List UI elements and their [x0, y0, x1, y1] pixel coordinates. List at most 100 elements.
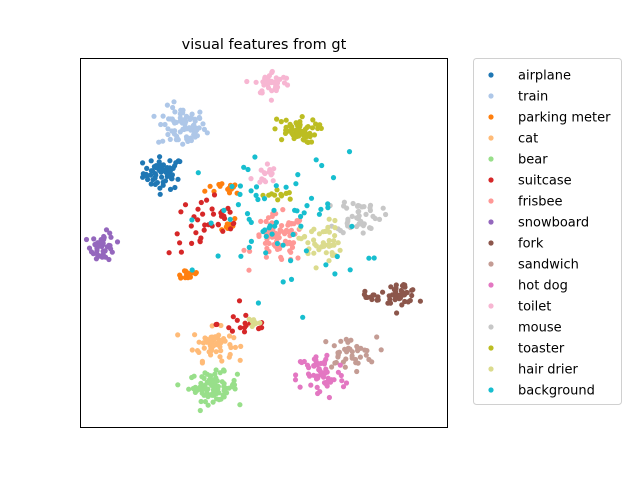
data-point	[192, 271, 198, 277]
data-point	[293, 181, 299, 187]
data-point	[332, 225, 338, 231]
data-point	[144, 165, 150, 171]
data-point	[106, 256, 112, 263]
data-point	[305, 240, 311, 246]
data-point	[274, 187, 280, 193]
data-point	[280, 279, 286, 285]
data-point	[367, 225, 373, 231]
data-point	[337, 247, 343, 253]
data-point	[202, 188, 208, 194]
data-point	[293, 372, 299, 378]
data-point	[291, 135, 297, 142]
data-point	[192, 118, 198, 124]
data-point	[323, 356, 329, 362]
legend-item: hot dog	[488, 279, 568, 294]
data-point	[169, 128, 175, 134]
data-point	[348, 337, 354, 343]
data-point	[108, 234, 114, 240]
data-point	[164, 102, 170, 108]
data-point	[380, 289, 386, 295]
data-point	[325, 375, 331, 381]
data-point	[323, 262, 329, 268]
legend: airplane train parking meter cat bear suitcas…	[488, 69, 611, 399]
data-point	[274, 240, 280, 247]
data-point	[316, 247, 322, 253]
data-point	[311, 132, 318, 138]
data-point	[356, 208, 362, 214]
data-point	[298, 223, 304, 229]
data-point	[255, 300, 261, 306]
data-point	[347, 267, 353, 273]
series-bear	[175, 367, 243, 414]
data-point	[314, 384, 320, 390]
data-point	[326, 394, 332, 401]
legend-label: snowboard	[518, 216, 589, 231]
data-point	[232, 216, 238, 222]
legend-marker	[488, 135, 494, 141]
legend-item: bear	[488, 153, 548, 168]
data-point	[262, 75, 268, 82]
legend-item: parking meter	[488, 111, 611, 126]
data-point	[175, 158, 182, 164]
legend-frame	[473, 58, 622, 405]
legend-label: fork	[518, 237, 544, 252]
data-point	[360, 230, 366, 236]
data-point	[198, 199, 204, 206]
data-point	[158, 121, 164, 128]
data-point	[202, 370, 208, 376]
data-point	[98, 238, 104, 245]
legend-label: frisbee	[518, 195, 563, 210]
data-point	[292, 377, 299, 383]
data-point	[272, 126, 278, 132]
data-point	[167, 136, 173, 142]
legend-marker	[488, 114, 494, 120]
series-fork	[361, 282, 423, 316]
data-point	[290, 240, 297, 246]
data-point	[177, 240, 183, 246]
data-point	[238, 253, 244, 259]
data-point	[270, 178, 276, 184]
legend-label: hair drier	[518, 363, 579, 378]
data-point	[339, 378, 345, 384]
data-point	[210, 211, 217, 217]
legend-label: cat	[518, 132, 538, 147]
data-point	[257, 179, 263, 185]
data-point	[289, 130, 295, 136]
data-point	[264, 161, 270, 167]
data-point	[156, 167, 162, 173]
data-point	[315, 390, 321, 397]
data-point	[370, 213, 376, 219]
data-point	[230, 314, 236, 320]
data-point	[290, 231, 296, 238]
legend-marker	[488, 345, 494, 351]
legend-label: airplane	[518, 69, 571, 84]
data-point	[313, 157, 319, 163]
data-point	[278, 228, 285, 234]
data-point	[213, 349, 219, 355]
data-point	[246, 267, 252, 273]
data-point	[197, 407, 203, 414]
data-point	[332, 271, 338, 277]
data-point	[215, 253, 221, 259]
data-point	[199, 374, 205, 380]
data-point	[213, 321, 219, 328]
data-point	[208, 392, 214, 398]
data-point	[189, 240, 195, 246]
data-point	[326, 258, 332, 264]
data-point	[380, 205, 386, 211]
data-point	[238, 343, 244, 349]
data-point	[261, 82, 267, 88]
data-point	[283, 117, 289, 123]
legend-item: toilet	[488, 300, 551, 315]
data-point	[309, 125, 316, 131]
data-point	[88, 249, 95, 255]
legend-item: train	[488, 90, 548, 105]
plot-frame	[80, 58, 448, 428]
data-point	[326, 237, 332, 244]
data-point	[225, 205, 231, 211]
data-point	[278, 191, 284, 197]
data-point	[183, 119, 189, 125]
data-point	[171, 99, 177, 105]
data-point	[303, 248, 309, 254]
data-point	[263, 254, 269, 260]
